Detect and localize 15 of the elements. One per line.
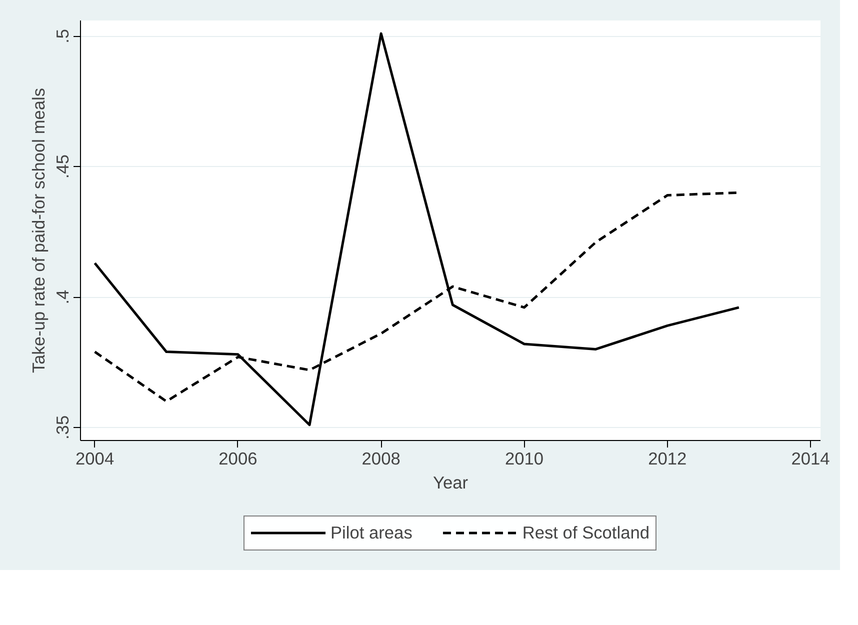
x-tick-label: 2006 — [218, 448, 258, 468]
y-tick-label: .45 — [52, 154, 72, 179]
x-axis-title: Year — [432, 472, 468, 492]
y-tick-label: .5 — [52, 28, 72, 44]
x-tick-label: 2008 — [362, 448, 400, 468]
x-tick-label: 2012 — [648, 448, 687, 468]
y-axis-title: Take-up rate of paid-for school meals — [28, 88, 48, 374]
y-tick-label: .35 — [52, 415, 72, 440]
y-tick-label: .4 — [52, 289, 72, 304]
line-series — [94, 32, 740, 426]
legend-label: Rest of Scotland — [522, 522, 650, 543]
x-tick-label: 2004 — [76, 448, 114, 468]
legend-label: Pilot areas — [330, 522, 412, 543]
x-tick-label: 2014 — [791, 448, 830, 468]
x-tick-label: 2010 — [504, 448, 544, 468]
